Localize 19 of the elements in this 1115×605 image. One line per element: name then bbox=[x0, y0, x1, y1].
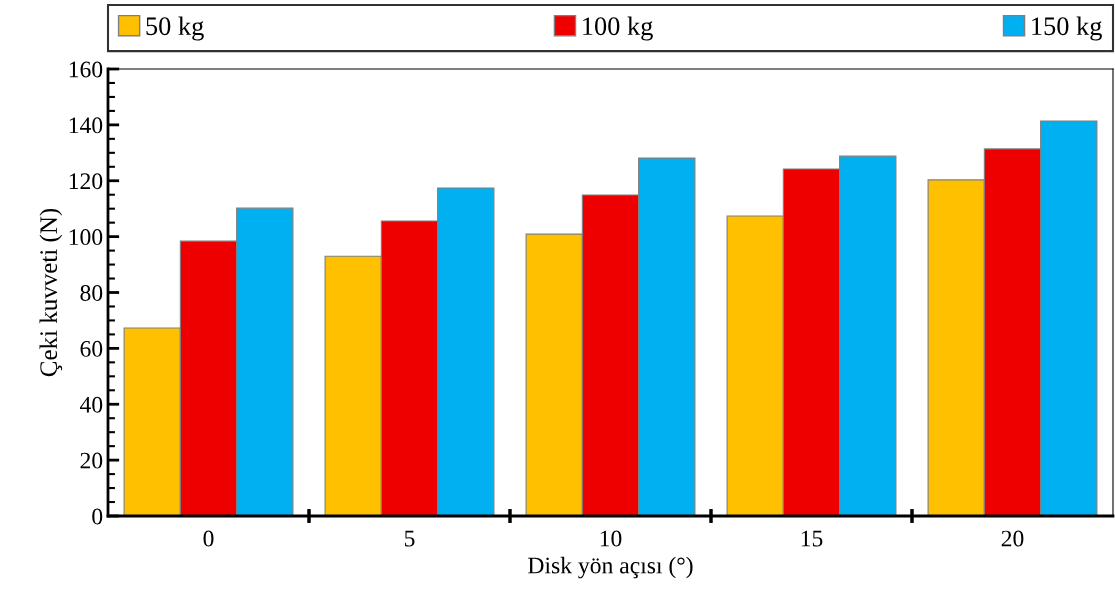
legend-label: 50 kg bbox=[146, 16, 204, 41]
y-tick-label: 140 bbox=[69, 117, 103, 134]
x-tick-label: 20 bbox=[1001, 530, 1024, 547]
legend-label: 150 kg bbox=[1032, 16, 1102, 41]
x-tick-label: 10 bbox=[600, 530, 622, 547]
x-axis-title: Disk yön açısı (°) bbox=[528, 556, 693, 579]
y-axis-title: Çeki kuvveti (N) bbox=[39, 208, 63, 377]
y-tick-label: 120 bbox=[69, 173, 103, 190]
y-tick-label: 20 bbox=[80, 452, 103, 469]
y-tick-label: 60 bbox=[80, 340, 103, 357]
y-tick-label: 40 bbox=[79, 396, 103, 413]
legend-label: 100 kg bbox=[583, 16, 653, 41]
y-tick-label: 80 bbox=[80, 284, 103, 301]
y-tick-label: 0 bbox=[92, 508, 103, 525]
x-tick-label: 0 bbox=[203, 530, 214, 547]
x-tick-label: 5 bbox=[404, 530, 415, 547]
x-tick-label: 15 bbox=[801, 530, 823, 547]
y-tick-label: 160 bbox=[69, 61, 103, 78]
y-tick-label: 100 bbox=[69, 229, 103, 246]
